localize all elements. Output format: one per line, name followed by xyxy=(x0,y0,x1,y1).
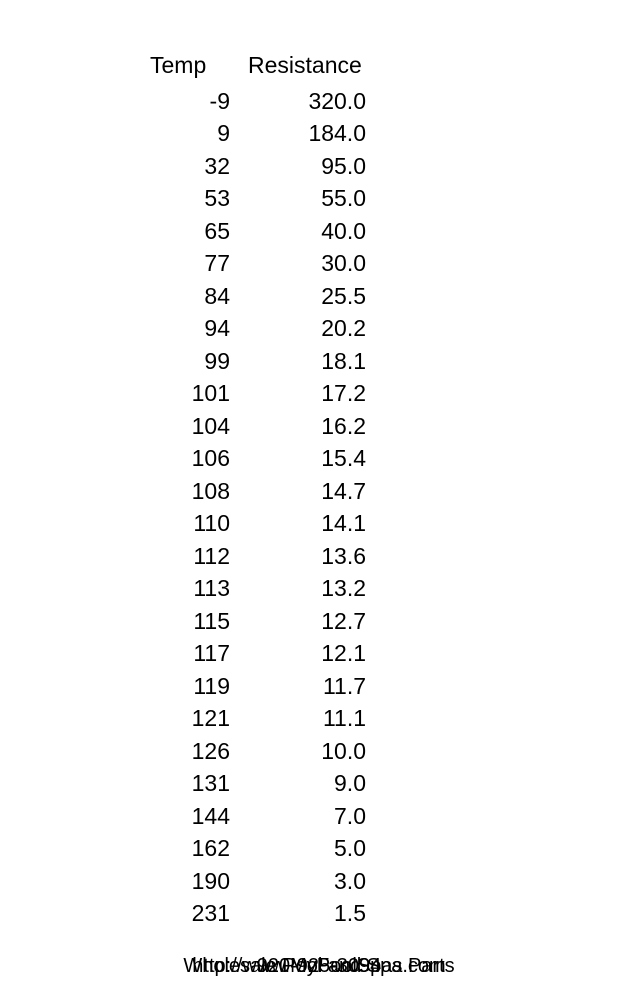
cell-resistance: 10.0 xyxy=(238,738,406,765)
cell-temp: 117 xyxy=(146,640,238,667)
cell-temp: 162 xyxy=(146,835,238,862)
table-row: 9918.1 xyxy=(146,345,638,378)
cell-temp: 112 xyxy=(146,543,238,570)
cell-resistance: 13.6 xyxy=(238,543,406,570)
table-row: 12610.0 xyxy=(146,735,638,768)
header-temp: Temp xyxy=(146,52,246,79)
cell-resistance: 320.0 xyxy=(238,88,406,115)
cell-resistance: 30.0 xyxy=(238,250,406,277)
table-row: 10615.4 xyxy=(146,443,638,476)
header-resistance: Resistance xyxy=(246,52,426,79)
cell-resistance: 20.2 xyxy=(238,315,406,342)
cell-temp: 144 xyxy=(146,803,238,830)
table-header-row: Temp Resistance xyxy=(146,52,638,79)
table-row: 2311.5 xyxy=(146,898,638,931)
cell-resistance: 12.1 xyxy=(238,640,406,667)
cell-resistance: 17.2 xyxy=(238,380,406,407)
cell-temp: 119 xyxy=(146,673,238,700)
cell-temp: 9 xyxy=(146,120,238,147)
cell-temp: 126 xyxy=(146,738,238,765)
table-row: 8425.5 xyxy=(146,280,638,313)
table-row: 10416.2 xyxy=(146,410,638,443)
cell-temp: 65 xyxy=(146,218,238,245)
cell-temp: 121 xyxy=(146,705,238,732)
cell-temp: 104 xyxy=(146,413,238,440)
cell-resistance: 55.0 xyxy=(238,185,406,212)
table-row: 1447.0 xyxy=(146,800,638,833)
cell-temp: 53 xyxy=(146,185,238,212)
cell-resistance: 40.0 xyxy=(238,218,406,245)
cell-resistance: 3.0 xyxy=(238,868,406,895)
cell-resistance: 25.5 xyxy=(238,283,406,310)
cell-temp: 106 xyxy=(146,445,238,472)
cell-temp: 110 xyxy=(146,510,238,537)
table-row: 1903.0 xyxy=(146,865,638,898)
cell-temp: 108 xyxy=(146,478,238,505)
table-row: 1625.0 xyxy=(146,833,638,866)
table-row: 11911.7 xyxy=(146,670,638,703)
cell-resistance: 18.1 xyxy=(238,348,406,375)
cell-temp: 231 xyxy=(146,900,238,927)
table-row: 6540.0 xyxy=(146,215,638,248)
cell-resistance: 5.0 xyxy=(238,835,406,862)
cell-temp: 94 xyxy=(146,315,238,342)
table-row: 11313.2 xyxy=(146,573,638,606)
cell-temp: 32 xyxy=(146,153,238,180)
cell-resistance: 12.7 xyxy=(238,608,406,635)
cell-temp: -9 xyxy=(146,88,238,115)
table-row: 11712.1 xyxy=(146,638,638,671)
table-row: 11014.1 xyxy=(146,508,638,541)
footer-text-3: 920-925-3094 xyxy=(257,955,382,978)
cell-temp: 77 xyxy=(146,250,238,277)
table-row: 3295.0 xyxy=(146,150,638,183)
cell-resistance: 95.0 xyxy=(238,153,406,180)
cell-resistance: 16.2 xyxy=(238,413,406,440)
cell-resistance: 1.5 xyxy=(238,900,406,927)
cell-resistance: 11.1 xyxy=(238,705,406,732)
cell-resistance: 13.2 xyxy=(238,575,406,602)
table-body: -9320.09184.03295.05355.06540.07730.0842… xyxy=(146,85,638,930)
cell-resistance: 184.0 xyxy=(238,120,406,147)
cell-temp: 84 xyxy=(146,283,238,310)
cell-temp: 101 xyxy=(146,380,238,407)
cell-resistance: 11.7 xyxy=(238,673,406,700)
table-row: 11213.6 xyxy=(146,540,638,573)
cell-resistance: 14.1 xyxy=(238,510,406,537)
cell-resistance: 14.7 xyxy=(238,478,406,505)
table-row: 10117.2 xyxy=(146,378,638,411)
table-row: 7730.0 xyxy=(146,248,638,281)
cell-temp: 131 xyxy=(146,770,238,797)
cell-temp: 190 xyxy=(146,868,238,895)
cell-temp: 115 xyxy=(146,608,238,635)
table-row: 10814.7 xyxy=(146,475,638,508)
table-row: 11512.7 xyxy=(146,605,638,638)
table-row: 9184.0 xyxy=(146,118,638,151)
cell-temp: 113 xyxy=(146,575,238,602)
table-row: 12111.1 xyxy=(146,703,638,736)
cell-resistance: 7.0 xyxy=(238,803,406,830)
cell-resistance: 9.0 xyxy=(238,770,406,797)
data-table: Temp Resistance -9320.09184.03295.05355.… xyxy=(0,0,638,930)
table-row: 1319.0 xyxy=(146,768,638,801)
table-row: 9420.2 xyxy=(146,313,638,346)
cell-temp: 99 xyxy=(146,348,238,375)
table-row: 5355.0 xyxy=(146,183,638,216)
table-row: -9320.0 xyxy=(146,85,638,118)
cell-resistance: 15.4 xyxy=(238,445,406,472)
